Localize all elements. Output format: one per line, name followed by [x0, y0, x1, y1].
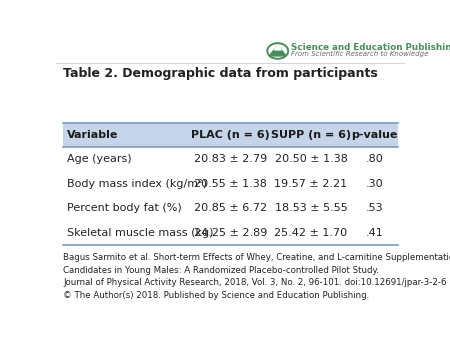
- Text: Skeletal muscle mass (kg): Skeletal muscle mass (kg): [67, 227, 213, 238]
- Text: p-value: p-value: [351, 130, 398, 140]
- Text: 20.50 ± 1.38: 20.50 ± 1.38: [274, 154, 347, 164]
- Text: Age (years): Age (years): [67, 154, 131, 164]
- Text: 20.85 ± 6.72: 20.85 ± 6.72: [194, 203, 267, 213]
- Text: SUPP (n = 6): SUPP (n = 6): [271, 130, 351, 140]
- Text: 19.57 ± 2.21: 19.57 ± 2.21: [274, 179, 347, 189]
- Text: Body mass index (kg/m²): Body mass index (kg/m²): [67, 179, 207, 189]
- Text: PLAC (n = 6): PLAC (n = 6): [191, 130, 270, 140]
- Text: 25.42 ± 1.70: 25.42 ± 1.70: [274, 227, 347, 238]
- Text: 18.53 ± 5.55: 18.53 ± 5.55: [274, 203, 347, 213]
- Text: Science and Education Publishing: Science and Education Publishing: [291, 43, 450, 52]
- FancyBboxPatch shape: [63, 123, 398, 147]
- Text: Table 2. Demographic data from participants: Table 2. Demographic data from participa…: [63, 67, 378, 79]
- Text: 20.55 ± 1.38: 20.55 ± 1.38: [194, 179, 267, 189]
- Text: From Scientific Research to Knowledge: From Scientific Research to Knowledge: [291, 51, 428, 57]
- Polygon shape: [270, 45, 286, 56]
- Text: Variable: Variable: [67, 130, 118, 140]
- Text: Percent body fat (%): Percent body fat (%): [67, 203, 181, 213]
- Text: Bagus Sarmito et al. Short-term Effects of Whey, Creatine, and L-carnitine Suppl: Bagus Sarmito et al. Short-term Effects …: [63, 253, 450, 300]
- Text: 24.25 ± 2.89: 24.25 ± 2.89: [194, 227, 267, 238]
- Text: 20.83 ± 2.79: 20.83 ± 2.79: [194, 154, 267, 164]
- Text: .41: .41: [366, 227, 383, 238]
- Text: .80: .80: [366, 154, 383, 164]
- Text: .30: .30: [366, 179, 383, 189]
- Text: .53: .53: [366, 203, 383, 213]
- Polygon shape: [274, 45, 281, 50]
